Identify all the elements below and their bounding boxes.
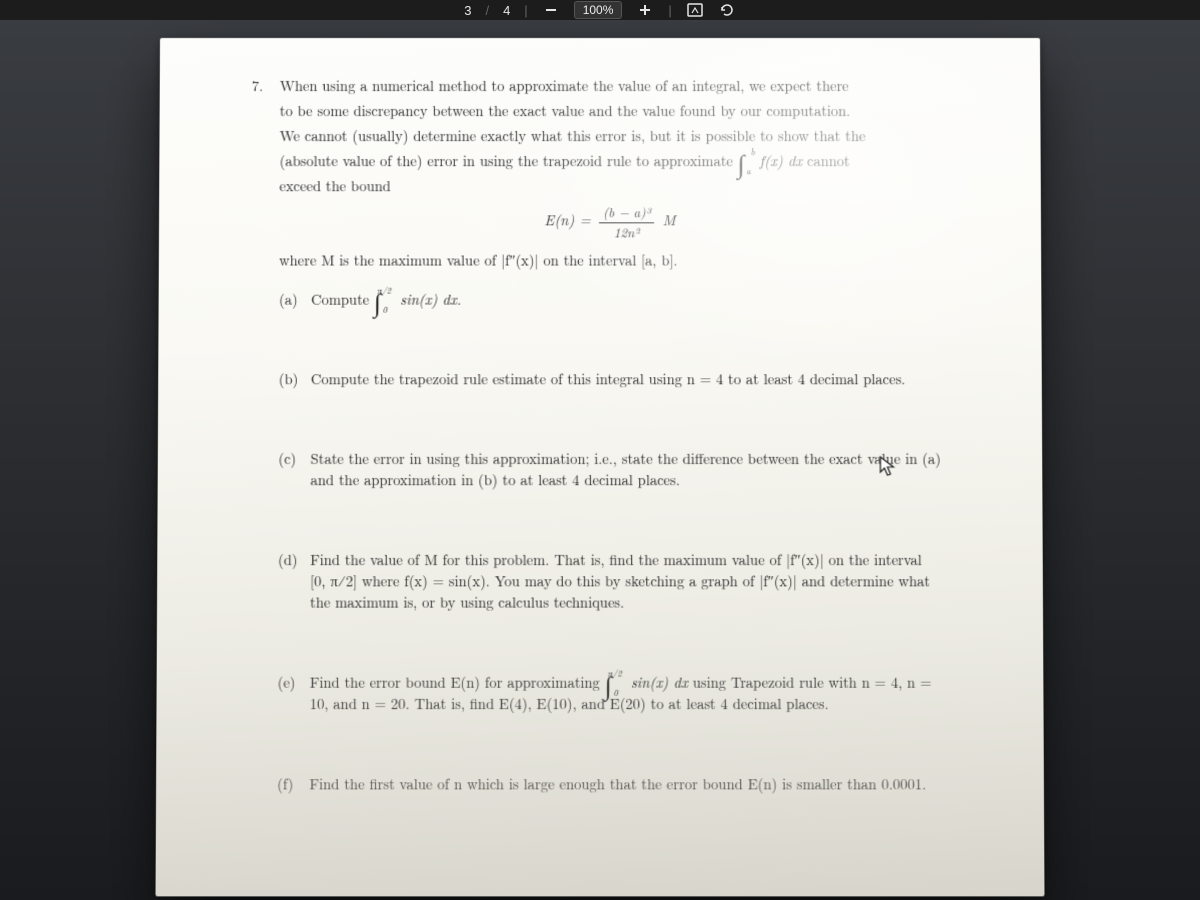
formula-lhs: E(n) = bbox=[544, 211, 595, 231]
page-area: 7. When using a numerical method to appr… bbox=[0, 20, 1200, 900]
lower-bound: a bbox=[746, 169, 751, 174]
intro-line: We cannot (usually) determine exactly wh… bbox=[280, 126, 941, 147]
zoom-out-button[interactable] bbox=[542, 1, 560, 19]
text: (absolute value of the) error in using t… bbox=[279, 151, 737, 171]
text: Find the first value of n which is large… bbox=[309, 774, 926, 794]
part-label: (b) bbox=[279, 369, 299, 390]
part-f: (f) Find the first value of n which is l… bbox=[277, 774, 943, 795]
intro-where: where M is the maximum value of |f″(x)| … bbox=[279, 250, 941, 271]
part-label: (a) bbox=[279, 289, 298, 310]
fit-page-icon[interactable] bbox=[686, 1, 704, 19]
parts-list: (a) Compute ∫π/20 sin(x) dx. (b) Compute… bbox=[277, 289, 943, 795]
upper-bound: π/2 bbox=[378, 289, 392, 294]
part-c: (c) State the error in using this approx… bbox=[278, 449, 942, 491]
page-total: 4 bbox=[503, 3, 510, 18]
intro-line: exceed the bound bbox=[279, 176, 940, 197]
text: Find the value of M for this problem. Th… bbox=[310, 550, 930, 613]
intro-line: (absolute value of the) error in using t… bbox=[279, 151, 940, 172]
integrand: f(x) dx bbox=[760, 151, 802, 171]
page-current: 3 bbox=[464, 3, 471, 18]
part-b: (b) Compute the trapezoid rule estimate … bbox=[279, 369, 942, 390]
text: cannot bbox=[807, 151, 850, 171]
page-separator: / bbox=[485, 3, 489, 18]
problem-7: 7. When using a numerical method to appr… bbox=[277, 76, 943, 795]
integral-symbol: ∫π/20 bbox=[605, 678, 612, 691]
problem-intro: When using a numerical method to approxi… bbox=[279, 76, 941, 271]
part-label: (e) bbox=[278, 672, 296, 693]
part-label: (d) bbox=[278, 550, 298, 571]
lower-bound: 0 bbox=[613, 691, 618, 696]
intro-line: to be some discrepancy between the exact… bbox=[280, 101, 941, 122]
intro-line: When using a numerical method to approxi… bbox=[280, 76, 940, 97]
part-label: (c) bbox=[278, 449, 296, 470]
formula-rhs: M bbox=[663, 211, 676, 231]
document-page: 7. When using a numerical method to appr… bbox=[156, 38, 1045, 896]
lower-bound: 0 bbox=[383, 307, 388, 312]
part-a: (a) Compute ∫π/20 sin(x) dx. bbox=[279, 289, 941, 310]
text: Find the error bound E(n) for approximat… bbox=[310, 672, 605, 692]
error-bound-formula: E(n) = (b − a)³ 12n² M bbox=[279, 203, 941, 242]
integral-symbol: ∫π/20 bbox=[374, 295, 381, 308]
text: Compute the trapezoid rule estimate of t… bbox=[311, 369, 906, 389]
part-e: (e) Find the error bound E(n) for approx… bbox=[277, 672, 942, 715]
upper-bound: π/2 bbox=[608, 672, 622, 677]
integral-symbol: ∫ba bbox=[738, 157, 745, 170]
rotate-icon[interactable] bbox=[718, 1, 736, 19]
text: State the error in using this approximat… bbox=[310, 449, 940, 490]
zoom-in-button[interactable] bbox=[636, 1, 654, 19]
denominator: 12n² bbox=[599, 223, 654, 242]
integrand: sin(x) dx bbox=[631, 672, 688, 692]
divider: | bbox=[668, 3, 671, 18]
question-number: 7. bbox=[252, 76, 263, 97]
part-label: (f) bbox=[277, 774, 293, 795]
text: Compute bbox=[311, 289, 374, 309]
numerator: (b − a)³ bbox=[599, 203, 654, 223]
toolbar: 3 / 4 | 100% | bbox=[0, 0, 1200, 20]
divider: | bbox=[524, 3, 527, 18]
integrand: sin(x) dx. bbox=[400, 289, 461, 309]
fraction: (b − a)³ 12n² bbox=[599, 203, 654, 242]
pdf-viewer: 3 / 4 | 100% | 7. When using a numerical… bbox=[0, 0, 1200, 900]
zoom-value[interactable]: 100% bbox=[574, 1, 623, 19]
upper-bound: b bbox=[751, 151, 755, 156]
part-d: (d) Find the value of M for this problem… bbox=[278, 550, 943, 614]
